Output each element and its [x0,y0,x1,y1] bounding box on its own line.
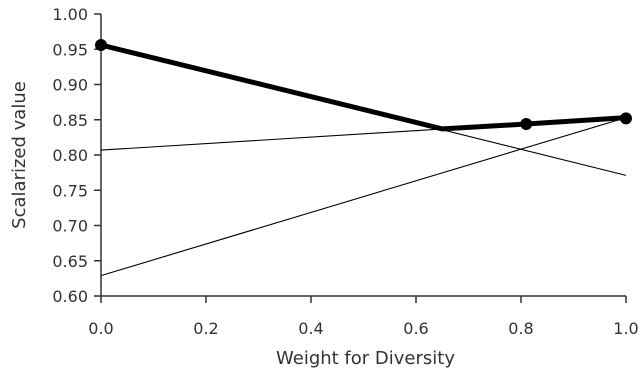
y-tick-label: 0.95 [52,40,88,59]
y-tick-label: 0.70 [52,217,88,236]
y-tick-label: 1.00 [52,5,88,24]
data-point-marker [520,117,533,130]
x-tick-label: 1.0 [613,319,638,338]
y-tick-label: 0.90 [52,76,88,95]
y-tick-label: 0.60 [52,287,88,306]
x-axis-title: Weight for Diversity [276,348,455,369]
series-line [100,117,627,277]
x-tick-label: 0.2 [193,319,218,338]
y-axis-title: Scalarized value [9,81,30,229]
y-tick-label: 0.75 [52,181,88,200]
x-tick-label: 0.0 [88,319,113,338]
data-point-marker [620,112,632,125]
y-tick-label: 0.85 [52,111,88,130]
x-tick-label: 0.8 [508,319,533,338]
x-tick-label: 0.6 [403,319,428,338]
y-tick-label: 0.65 [52,252,88,271]
envelope-line [100,42,627,132]
data-point-marker [95,39,107,52]
x-tick-label: 0.4 [298,319,323,338]
y-tick-label: 0.80 [52,146,88,165]
